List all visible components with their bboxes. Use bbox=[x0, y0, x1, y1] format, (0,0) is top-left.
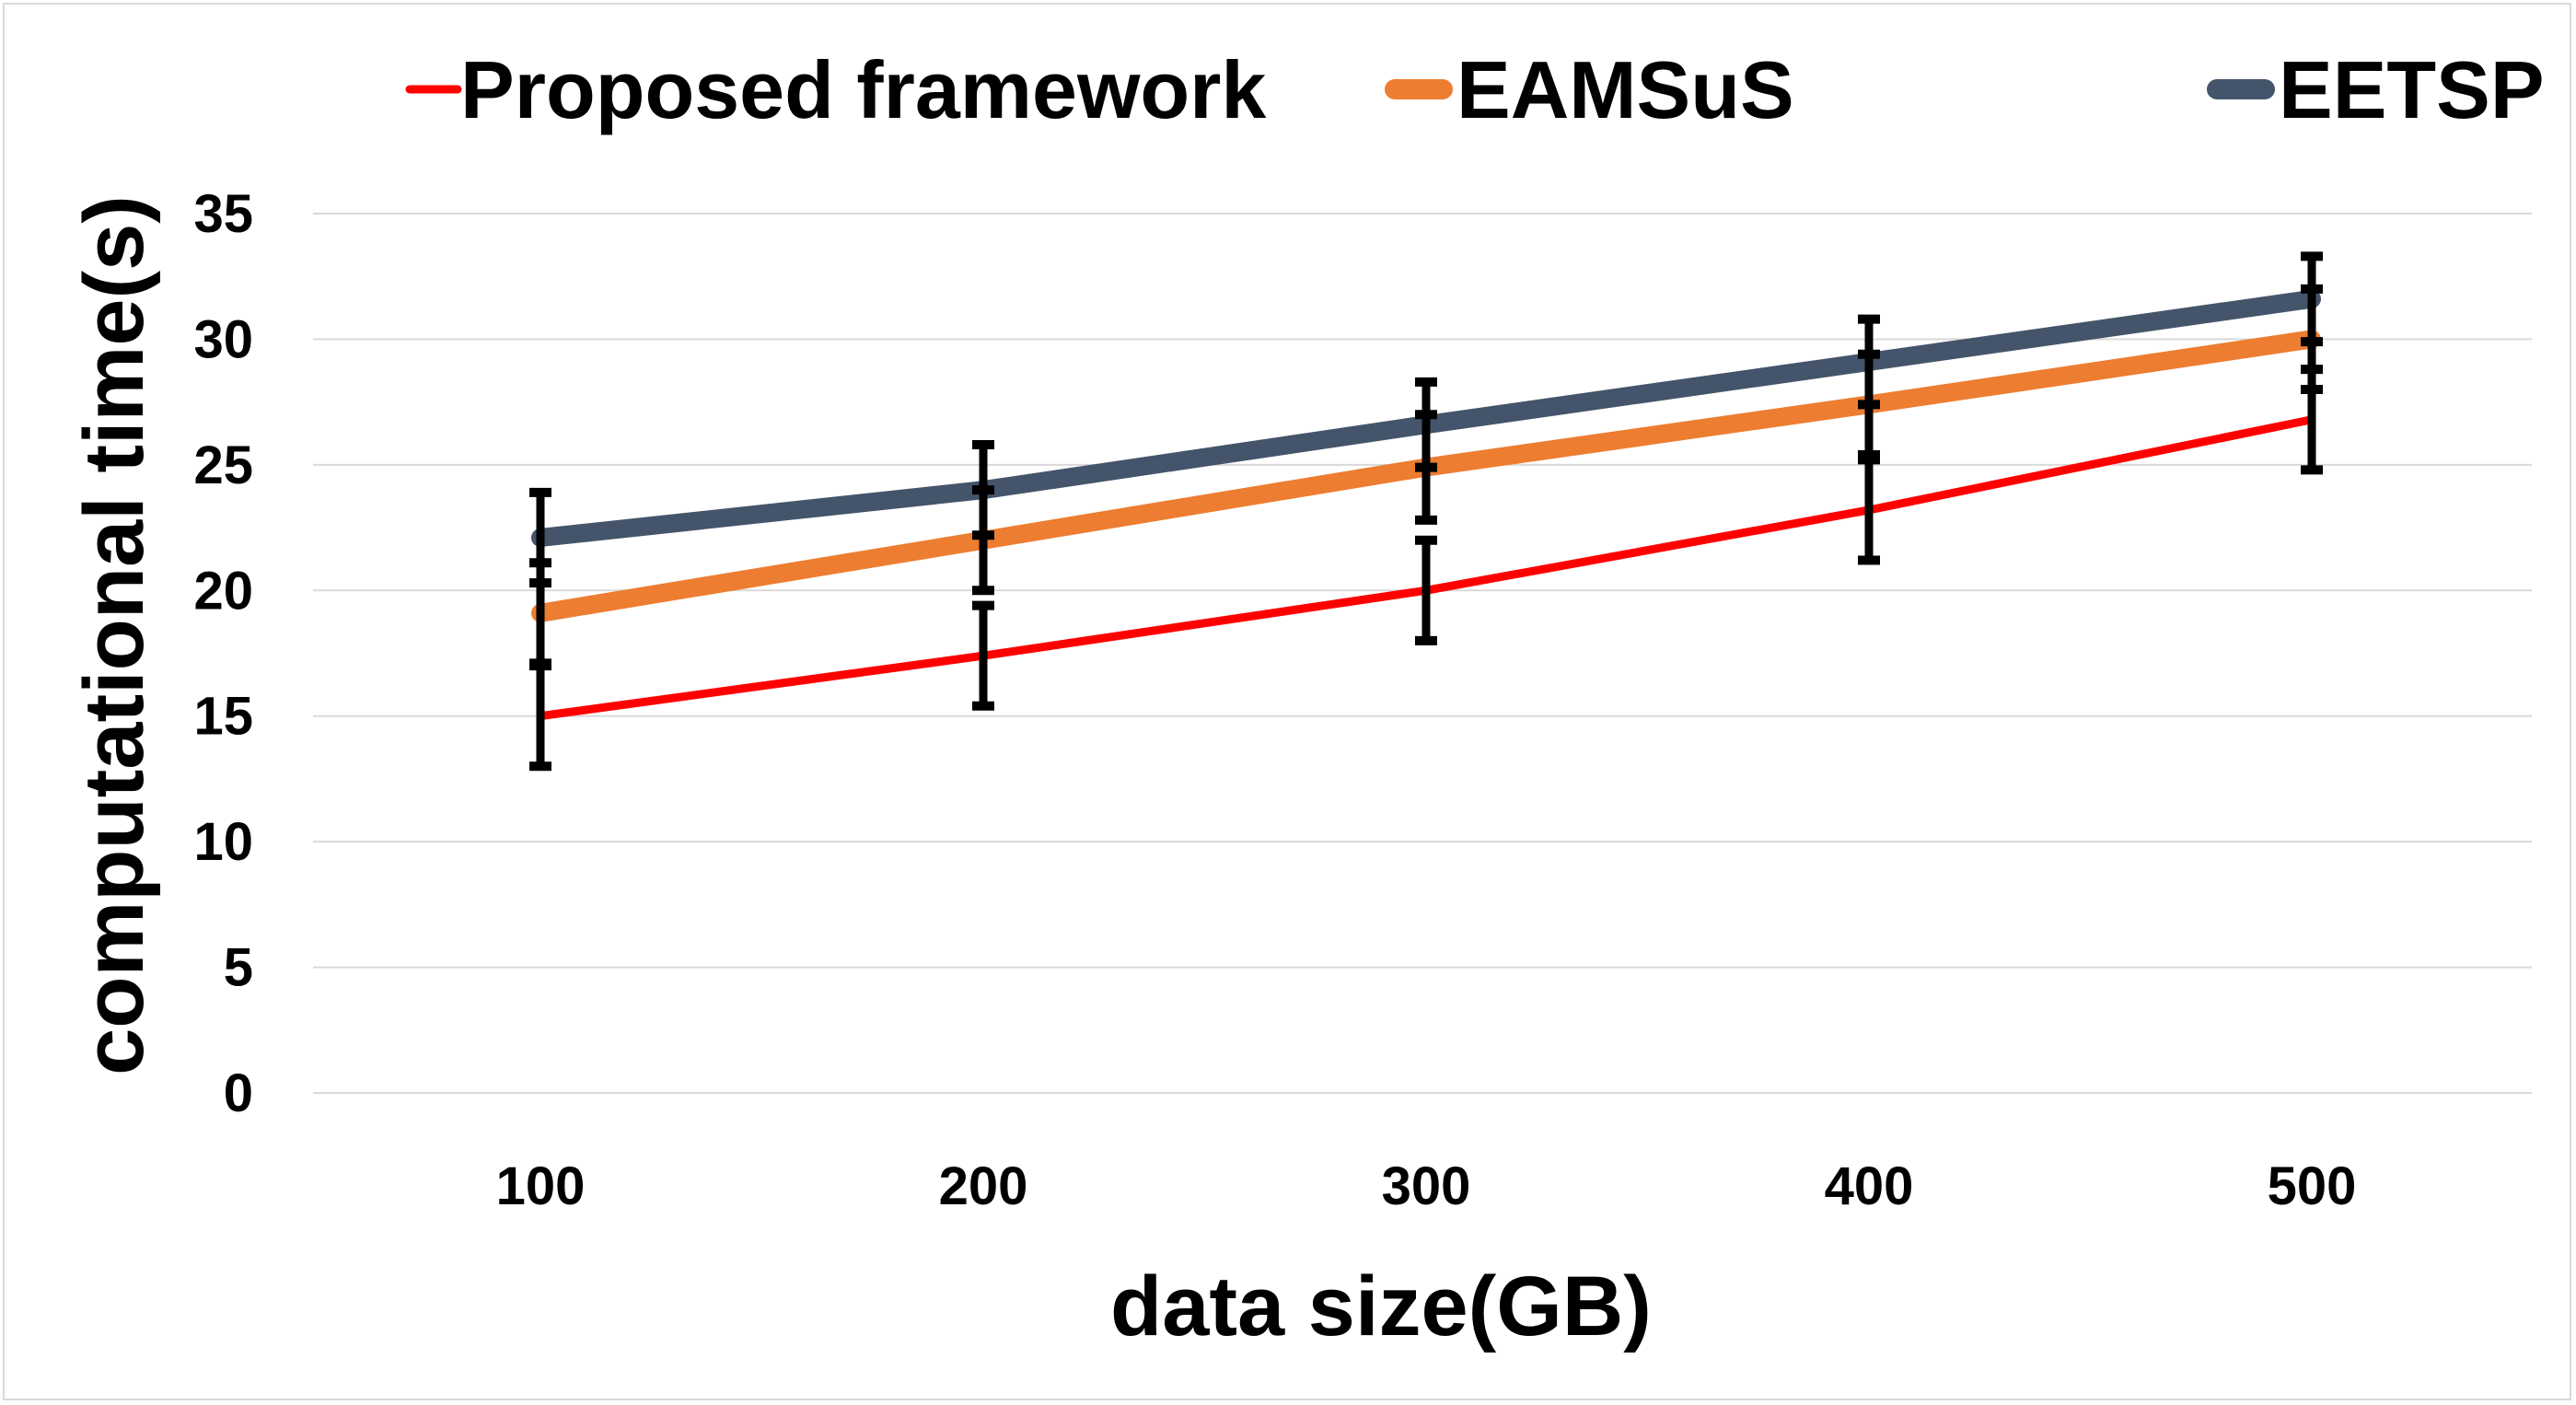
y-tick-label: 35 bbox=[193, 184, 253, 244]
error-bar bbox=[972, 600, 994, 711]
x-tick-label: 500 bbox=[2268, 1156, 2357, 1216]
x-tick-label: 400 bbox=[1825, 1156, 1914, 1216]
legend-label-2: EAMSuS bbox=[1456, 44, 1794, 135]
legend-label-3: EETSP bbox=[2279, 44, 2545, 135]
y-axis-title: computational time(s) bbox=[67, 195, 161, 1075]
y-tick-label: 5 bbox=[224, 938, 253, 998]
error-bars bbox=[529, 251, 2323, 772]
x-axis-title: data size(GB) bbox=[1110, 1260, 1652, 1353]
y-tick-label: 0 bbox=[224, 1063, 253, 1123]
chart-frame bbox=[3, 3, 2571, 1400]
error-bar bbox=[1858, 314, 1880, 410]
gridlines bbox=[313, 213, 2532, 1094]
error-bar bbox=[1858, 455, 1880, 565]
y-axis-ticks: 0 5 10 15 20 25 30 35 bbox=[193, 184, 253, 1123]
x-tick-label: 100 bbox=[496, 1156, 586, 1216]
y-tick-label: 30 bbox=[193, 309, 253, 369]
error-bar bbox=[1415, 377, 1437, 472]
legend-label-1: Proposed framework bbox=[460, 44, 1267, 135]
x-tick-label: 200 bbox=[939, 1156, 1028, 1216]
legend: Proposed framework EAMSuS EETSP bbox=[405, 44, 2545, 135]
x-axis-ticks: 100 200 300 400 500 bbox=[496, 1156, 2357, 1216]
error-bar bbox=[1415, 535, 1437, 645]
y-tick-label: 15 bbox=[193, 687, 253, 747]
x-tick-label: 300 bbox=[1382, 1156, 1471, 1216]
y-tick-label: 10 bbox=[193, 812, 253, 872]
y-tick-label: 20 bbox=[193, 561, 253, 621]
y-tick-label: 25 bbox=[193, 435, 253, 495]
error-bar bbox=[972, 440, 994, 540]
error-bar bbox=[2301, 251, 2323, 347]
error-bar bbox=[529, 487, 551, 588]
